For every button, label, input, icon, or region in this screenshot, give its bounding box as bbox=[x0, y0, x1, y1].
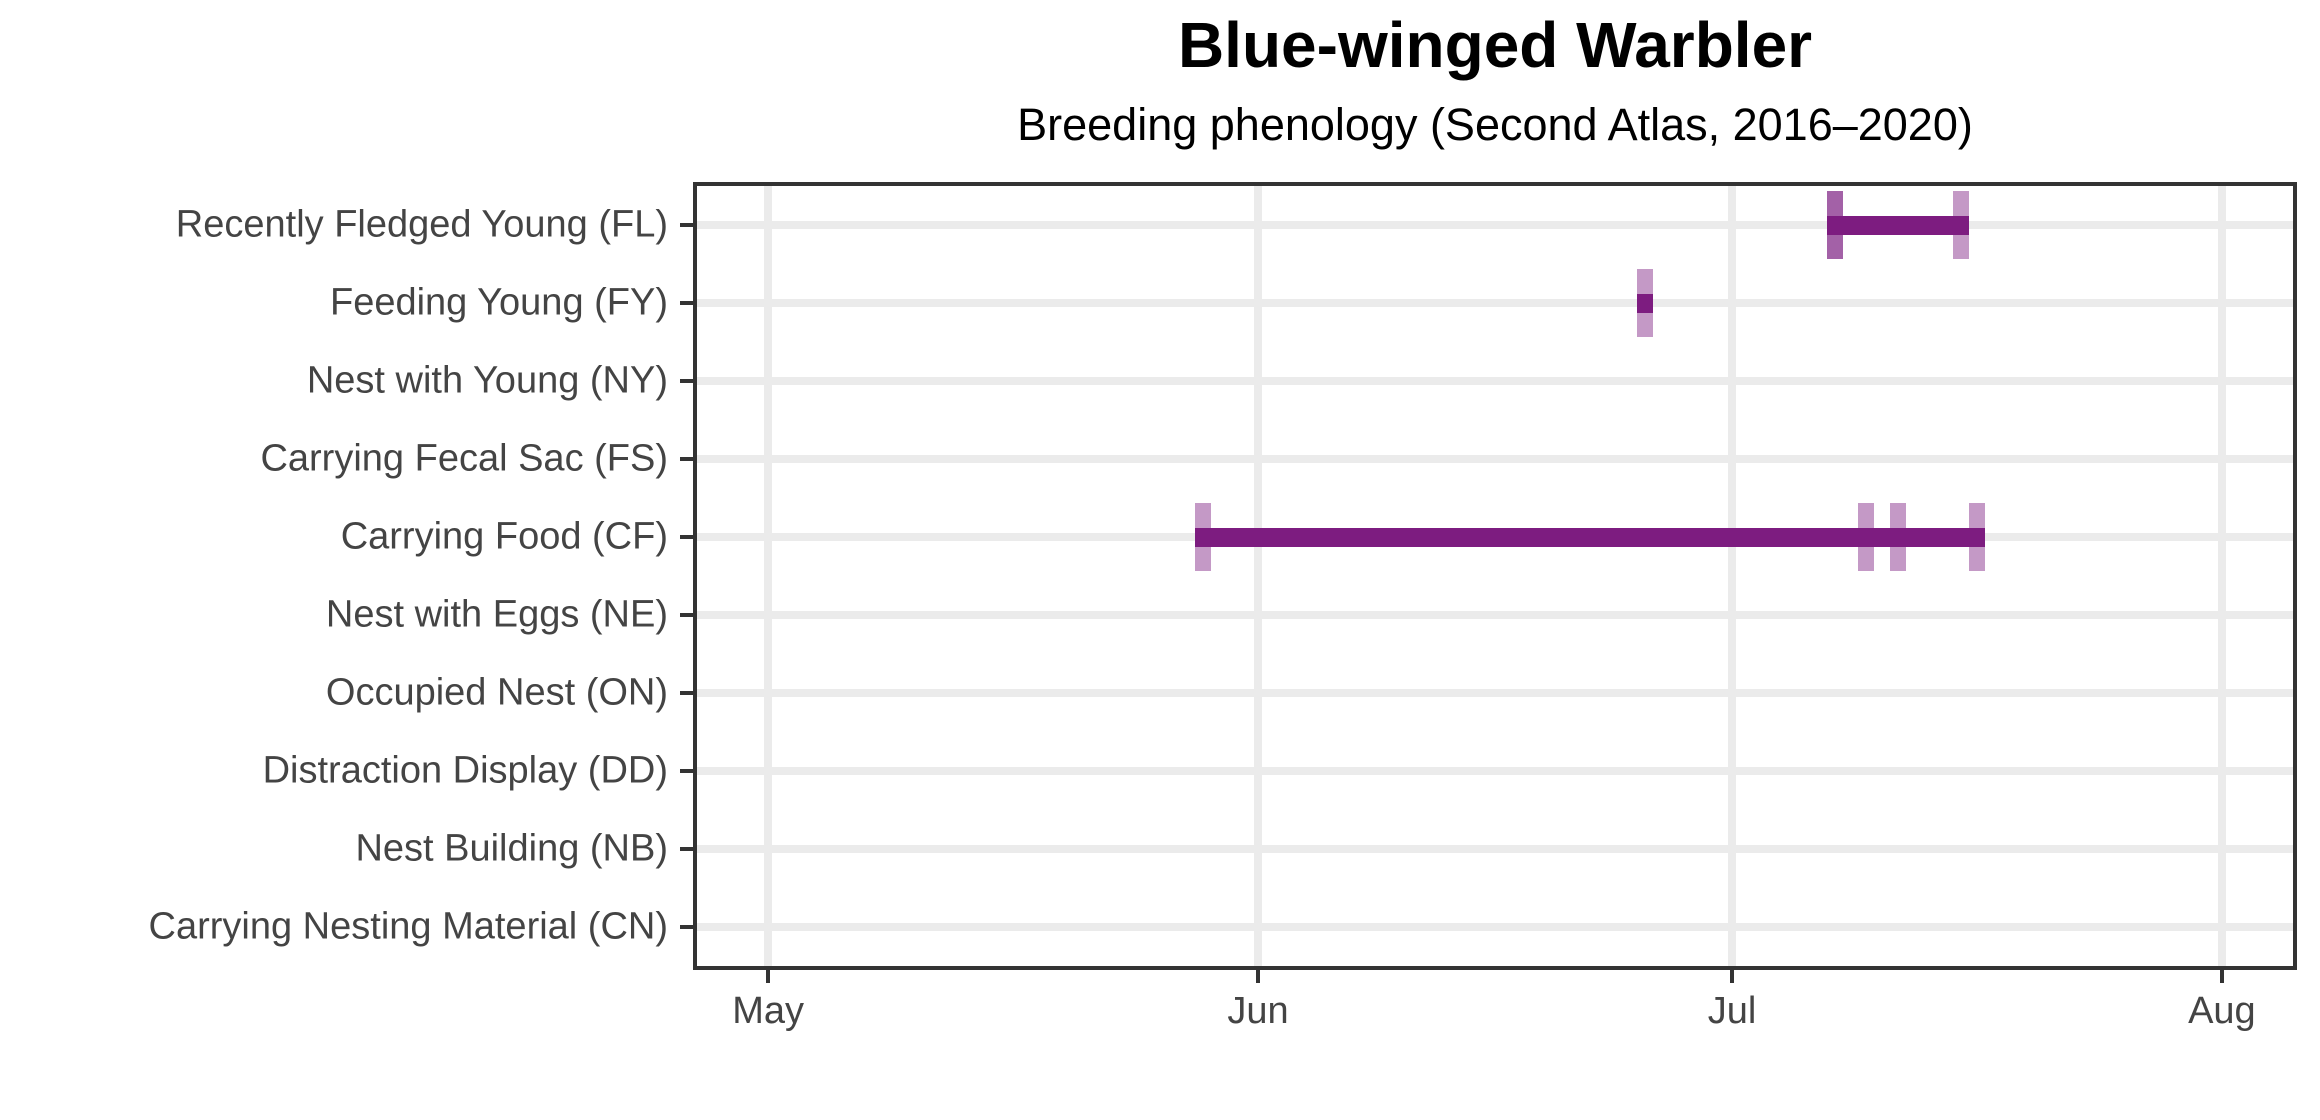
y-axis-tick-ny bbox=[680, 379, 697, 383]
y-axis-tick-on bbox=[680, 691, 697, 695]
y-axis-tick-nb bbox=[680, 847, 697, 851]
y-axis-tick-ne bbox=[680, 613, 697, 617]
x-axis-label-jun: Jun bbox=[1227, 990, 1289, 1032]
h-gridline-fl bbox=[697, 221, 2293, 229]
h-gridline-ny bbox=[697, 377, 2293, 385]
panel-border bbox=[693, 182, 2297, 970]
y-axis-tick-fs bbox=[680, 457, 697, 461]
y-axis-tick-cn bbox=[680, 925, 697, 929]
range-bar-fy bbox=[1637, 293, 1653, 313]
h-gridline-dd bbox=[697, 767, 2293, 775]
y-axis-label-fl: Recently Fledged Young (FL) bbox=[175, 203, 668, 246]
x-axis-label-may: May bbox=[732, 990, 804, 1032]
y-axis-tick-fl bbox=[680, 223, 697, 227]
x-axis-tick-jul bbox=[1730, 966, 1735, 983]
x-axis-tick-may bbox=[766, 966, 771, 983]
h-gridline-ne bbox=[697, 611, 2293, 619]
y-axis-label-ne: Nest with Eggs (NE) bbox=[325, 593, 668, 636]
h-gridline-nb bbox=[697, 845, 2293, 853]
y-axis-label-cf: Carrying Food (CF) bbox=[340, 515, 668, 558]
chart-title: Blue-winged Warbler bbox=[1177, 9, 1813, 81]
range-bar-fl bbox=[1826, 215, 1970, 235]
v-gridline-aug bbox=[2217, 186, 2226, 966]
v-gridline-may bbox=[764, 186, 773, 966]
v-gridline-jul bbox=[1728, 186, 1737, 966]
y-axis-label-ny: Nest with Young (NY) bbox=[306, 359, 668, 402]
y-axis-label-on: Occupied Nest (ON) bbox=[325, 671, 668, 714]
v-gridline-jun bbox=[1253, 186, 1262, 966]
x-axis-label-jul: Jul bbox=[1707, 990, 1757, 1032]
x-axis-tick-aug bbox=[2219, 966, 2224, 983]
x-axis-tick-jun bbox=[1255, 966, 1260, 983]
y-axis-label-dd: Distraction Display (DD) bbox=[262, 749, 668, 792]
h-gridline-fs bbox=[697, 455, 2293, 463]
y-axis-label-fs: Carrying Fecal Sac (FS) bbox=[260, 437, 668, 480]
y-axis-tick-fy bbox=[680, 301, 697, 305]
h-gridline-on bbox=[697, 689, 2293, 697]
y-axis-label-fy: Feeding Young (FY) bbox=[329, 281, 668, 324]
y-axis-label-cn: Carrying Nesting Material (CN) bbox=[148, 905, 668, 948]
x-axis-label-aug: Aug bbox=[2188, 990, 2256, 1032]
range-bar-cf bbox=[1194, 527, 1985, 547]
y-axis-label-nb: Nest Building (NB) bbox=[355, 827, 668, 870]
y-axis-tick-cf bbox=[680, 535, 697, 539]
y-axis-tick-dd bbox=[680, 769, 697, 773]
chart-subtitle: Breeding phenology (Second Atlas, 2016–2… bbox=[1017, 99, 1973, 150]
h-gridline-fy bbox=[697, 299, 2293, 307]
h-gridline-cn bbox=[697, 923, 2293, 931]
